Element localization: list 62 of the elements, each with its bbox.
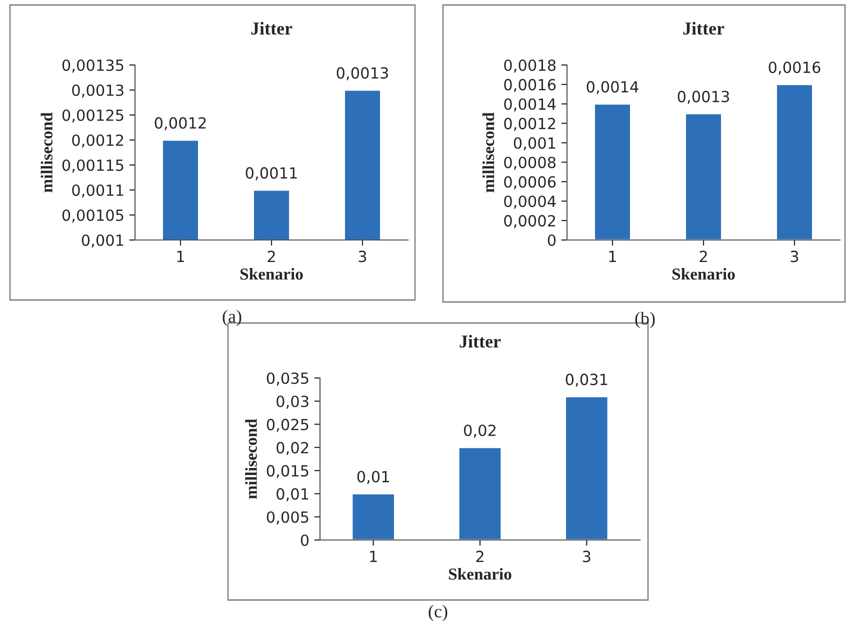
chart-title: Jitter	[460, 334, 501, 348]
data-label: 0,0013	[678, 90, 730, 104]
bar	[351, 493, 396, 540]
x-axis-title: Skenario	[240, 268, 303, 280]
data-label: 0,02	[464, 424, 496, 438]
y-tick-label: 0,035	[266, 372, 308, 386]
y-tick-label: 0,0002	[504, 215, 556, 228]
bar	[564, 396, 609, 540]
x-tick-label: 3	[790, 250, 798, 262]
data-label: 0,0016	[768, 62, 820, 75]
y-tick-label: 0,00105	[62, 209, 124, 223]
bar	[684, 112, 722, 240]
data-label: 0,031	[566, 374, 608, 387]
data-label: 0,0011	[246, 167, 297, 180]
y-tick-label: 0,0006	[504, 176, 556, 190]
y-tick-label: 0,0018	[504, 59, 556, 73]
text: (a)	[222, 310, 242, 326]
y-tick-label: 0,025	[266, 418, 308, 432]
y-tick-label: 0,00135	[62, 59, 124, 73]
y-tick-label: 0,01	[276, 488, 308, 502]
y-tick-label: 0,0014	[504, 98, 556, 112]
data-label: 0,01	[357, 470, 389, 484]
y-tick-label: 0,00115	[62, 159, 124, 173]
x-tick-label: 1	[609, 250, 616, 262]
y-tick-label: 0,00125	[62, 109, 124, 123]
y-tick-label: 0,0008	[504, 156, 556, 170]
y-tick-label: 0	[548, 234, 556, 246]
text: (b)	[635, 312, 655, 328]
data-label: 0,0012	[154, 117, 206, 130]
x-tick-label: 3	[582, 550, 590, 562]
bar	[594, 103, 632, 240]
x-tick-label: 2	[700, 250, 707, 262]
data-label: 0,0013	[336, 67, 388, 80]
y-tick-label: 0,0012	[504, 118, 556, 131]
y-tick-label: 0,0016	[504, 78, 556, 92]
y-axis-title: millisecond	[40, 112, 52, 192]
y-axis-title: millisecond	[482, 112, 494, 192]
y-tick-label: 0,001	[514, 137, 556, 150]
y-tick-label: 0,005	[266, 511, 308, 524]
x-tick-label: 2	[268, 250, 275, 262]
y-tick-label: 0,02	[276, 442, 308, 456]
chart-title: Jitter	[683, 22, 724, 35]
x-tick-label: 3	[358, 250, 366, 262]
x-tick-label: 1	[177, 250, 184, 262]
y-tick-label: 0,0012	[72, 134, 124, 148]
data-label: 0,0014	[586, 81, 638, 94]
x-tick-label: 1	[370, 550, 377, 562]
y-axis-title: millisecond	[245, 418, 257, 499]
x-axis-title: Skenario	[672, 268, 735, 280]
y-tick-label: 0,015	[266, 465, 308, 478]
y-tick-label: 0	[300, 534, 309, 546]
x-axis-title: Skenario	[448, 568, 512, 580]
text: (c)	[428, 604, 448, 622]
y-tick-label: 0,0004	[504, 196, 556, 209]
y-tick-label: 0,0011	[72, 184, 124, 198]
y-tick-label: 0,03	[276, 396, 308, 409]
bar	[458, 446, 502, 540]
y-tick-label: 0,0013	[72, 84, 124, 98]
y-tick-label: 0,001	[82, 234, 124, 248]
x-tick-label: 2	[476, 550, 484, 562]
bar	[776, 84, 814, 240]
chart-title: Jitter	[251, 22, 292, 35]
